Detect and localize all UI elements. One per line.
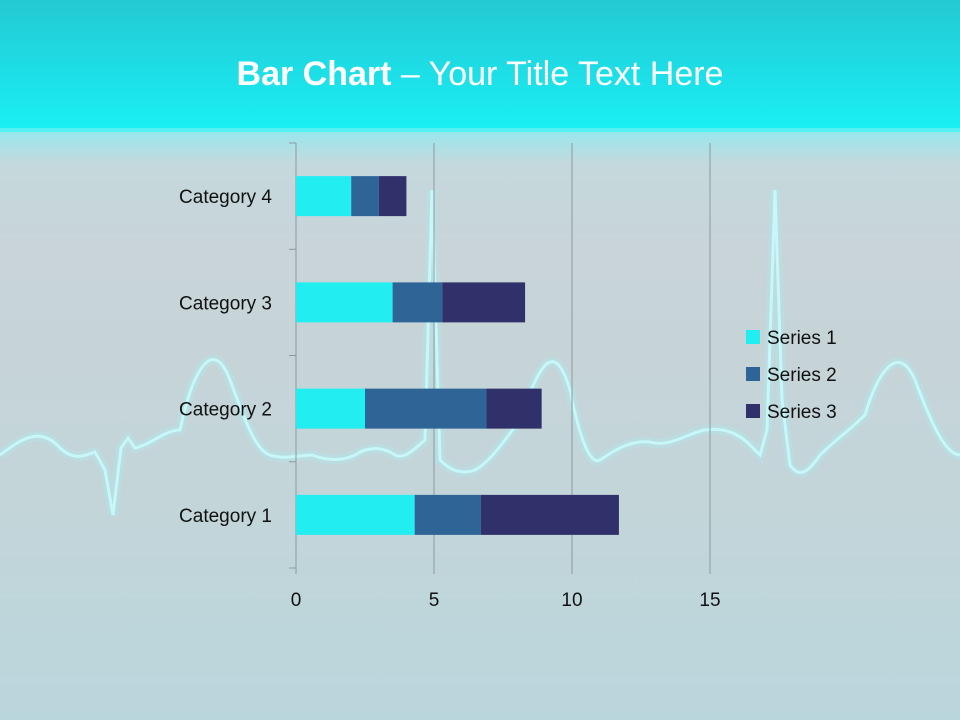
x-tick-label: 5 <box>429 590 440 611</box>
category-label: Category 4 <box>179 187 272 208</box>
bar-series-1-category-1 <box>296 494 415 535</box>
bar-series-2-category-4 <box>351 176 379 217</box>
legend-swatch-series-1 <box>746 330 760 344</box>
legend: Series 1 Series 2 Series 3 <box>746 328 837 423</box>
slide-title-rest: – Your Title Text Here <box>391 55 724 93</box>
bar-series-1-category-4 <box>296 176 352 217</box>
bar-series-3-category-1 <box>480 494 619 535</box>
x-tick-label: 0 <box>291 590 302 611</box>
title-banner <box>0 0 960 132</box>
x-tick-label: 10 <box>561 590 582 611</box>
legend-swatch-series-2 <box>746 367 760 381</box>
legend-label: Series 2 <box>767 365 837 386</box>
x-tick-label: 15 <box>699 590 720 611</box>
bar-series-3-category-3 <box>442 282 526 323</box>
category-label: Category 1 <box>179 506 272 527</box>
axis-labels: 0 5 10 15 Category 1 Category 2 Category 3 Cate… <box>179 187 721 611</box>
category-label: Category 3 <box>179 293 272 314</box>
category-label: Category 2 <box>179 400 272 421</box>
legend-swatch-series-3 <box>746 404 760 418</box>
bars <box>296 176 619 535</box>
bar-series-2-category-3 <box>392 282 443 323</box>
bar-series-1-category-2 <box>296 388 365 429</box>
slide-title: Bar Chart – Your Title Text Here <box>0 52 960 96</box>
bar-series-3-category-2 <box>486 388 542 429</box>
bar-series-1-category-3 <box>296 282 393 323</box>
legend-label: Series 1 <box>767 328 837 349</box>
bar-series-3-category-4 <box>378 176 407 217</box>
slide-title-bold: Bar Chart <box>236 55 392 93</box>
legend-label: Series 3 <box>767 402 837 423</box>
bar-series-2-category-1 <box>414 494 481 535</box>
ecg-waveform <box>0 189 960 516</box>
bar-series-2-category-2 <box>365 388 487 429</box>
banner-glow <box>0 128 960 164</box>
